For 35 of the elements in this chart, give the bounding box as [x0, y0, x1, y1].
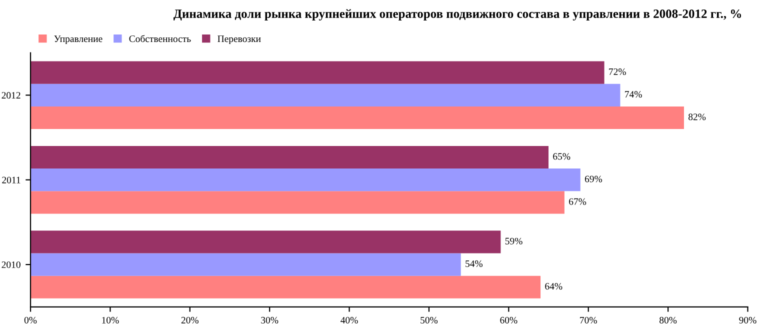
data-label: 82% [688, 114, 706, 120]
x-tick-label: 80% [660, 316, 677, 324]
bar [30, 84, 620, 106]
x-tick-label: 60% [500, 316, 518, 324]
data-label: 54% [466, 260, 483, 268]
legend-label: Управление [54, 36, 102, 44]
x-tick-label: 70% [580, 316, 597, 324]
legend-label: Собственность [129, 35, 191, 42]
bar [30, 230, 501, 254]
bar [30, 276, 541, 298]
bar [30, 106, 684, 130]
bar [30, 61, 604, 84]
chart-title: Динамика доли рынка крупнейших операторов подвижного состава в управлении в 2008-2012 гг., % [173, 9, 742, 21]
x-tick-label: 40% [340, 316, 358, 324]
data-label: 64% [545, 283, 562, 290]
data-label: 59% [505, 238, 522, 244]
y-tick-label: 2011 [2, 176, 20, 184]
x-tick-label: 90% [739, 316, 756, 324]
x-tick-label: 0% [24, 316, 37, 324]
x-tick-label: 50% [420, 316, 438, 324]
y-tick-label: 2010 [2, 261, 20, 268]
x-tick-label: 10% [102, 316, 119, 324]
bar [30, 168, 580, 192]
y-tick-label: 2012 [2, 92, 20, 99]
data-label: 74% [625, 91, 642, 98]
bar [30, 146, 549, 169]
x-tick-label: 20% [181, 316, 198, 324]
legend-label: Перевозки [218, 36, 261, 44]
bar [30, 191, 564, 214]
x-tick-label: 30% [261, 316, 278, 324]
data-label: 67% [569, 198, 586, 205]
data-label: 65% [553, 153, 570, 160]
bar [30, 253, 461, 276]
data-label: 69% [584, 176, 602, 182]
data-label: 72% [609, 68, 626, 76]
